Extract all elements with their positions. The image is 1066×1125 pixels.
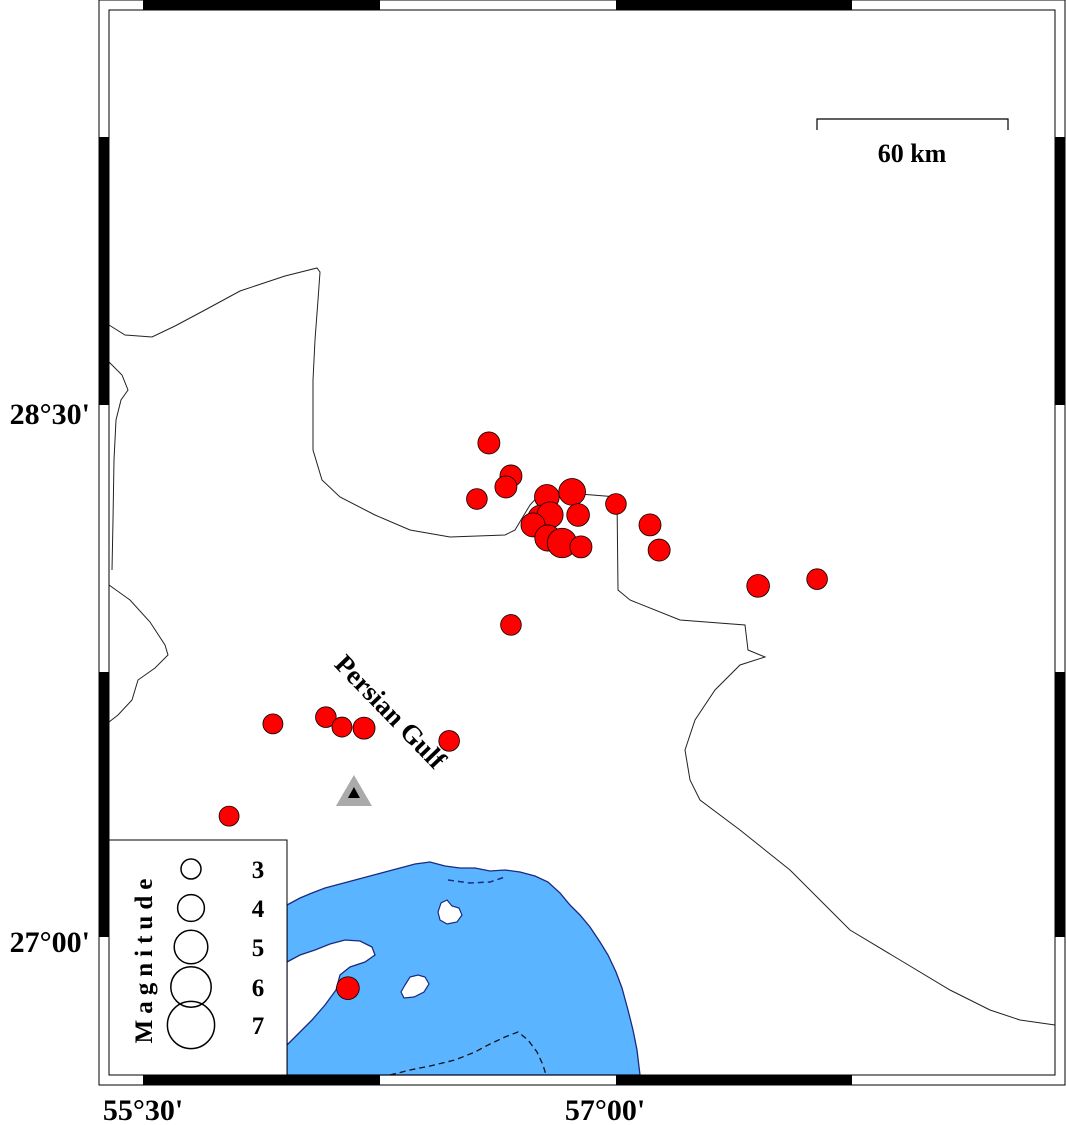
scale-bar-label: 60 km (878, 139, 947, 168)
maritime-boundary (447, 876, 506, 884)
island (437, 899, 463, 925)
coastline (108, 584, 169, 723)
station-marker (335, 775, 372, 807)
map-frame (98, 0, 1066, 1086)
station-inner-triangle (347, 787, 360, 799)
earthquake-marker (558, 478, 586, 506)
earthquake-marker (466, 488, 488, 510)
legend-label: 7 (252, 1013, 265, 1040)
earthquake-marker (494, 475, 518, 499)
legend-circle (166, 1000, 216, 1050)
legend-circle (180, 858, 202, 880)
sea-label: Persian Gulf (329, 649, 453, 776)
legend-label: 4 (252, 896, 265, 923)
legend-circle (173, 929, 209, 965)
earthquake-events (218, 431, 828, 1000)
legend-label: 6 (252, 975, 265, 1002)
scale-bar: 60 km (816, 118, 1009, 168)
earthquake-marker (438, 730, 460, 752)
lat-tick-label: 28°30' (10, 398, 90, 431)
coastline (108, 361, 129, 571)
earthquake-marker (806, 568, 828, 590)
earthquake-marker (218, 805, 240, 827)
legend-circle (176, 893, 206, 923)
earthquake-marker (569, 535, 593, 559)
earthquake-marker (352, 716, 376, 740)
lon-tick-label: 57°00' (565, 1094, 645, 1125)
peninsula (286, 939, 376, 1047)
legend-label: 5 (252, 935, 265, 962)
earthquake-marker (477, 431, 501, 455)
earthquake-marker (746, 574, 770, 598)
earthquake-marker (638, 513, 662, 537)
earthquake-marker (331, 716, 353, 738)
earthquake-marker (262, 713, 284, 735)
legend-title: Magnitude (131, 873, 158, 1044)
island (400, 974, 430, 999)
earthquake-marker (605, 493, 627, 515)
earthquake-marker (315, 706, 337, 728)
legend-circle (170, 966, 212, 1008)
maritime-boundary (389, 1031, 547, 1076)
earthquake-marker (336, 976, 360, 1000)
earthquake-marker (566, 503, 590, 527)
earthquake-marker (500, 614, 522, 636)
lon-tick-label: 55°30' (103, 1094, 183, 1125)
legend: Magnitude 3 4 5 6 7 (108, 839, 288, 1076)
lat-tick-label: 27°00' (10, 926, 90, 959)
sea-water (286, 861, 641, 1076)
earthquake-marker (647, 538, 671, 562)
legend-label: 3 (252, 857, 265, 884)
